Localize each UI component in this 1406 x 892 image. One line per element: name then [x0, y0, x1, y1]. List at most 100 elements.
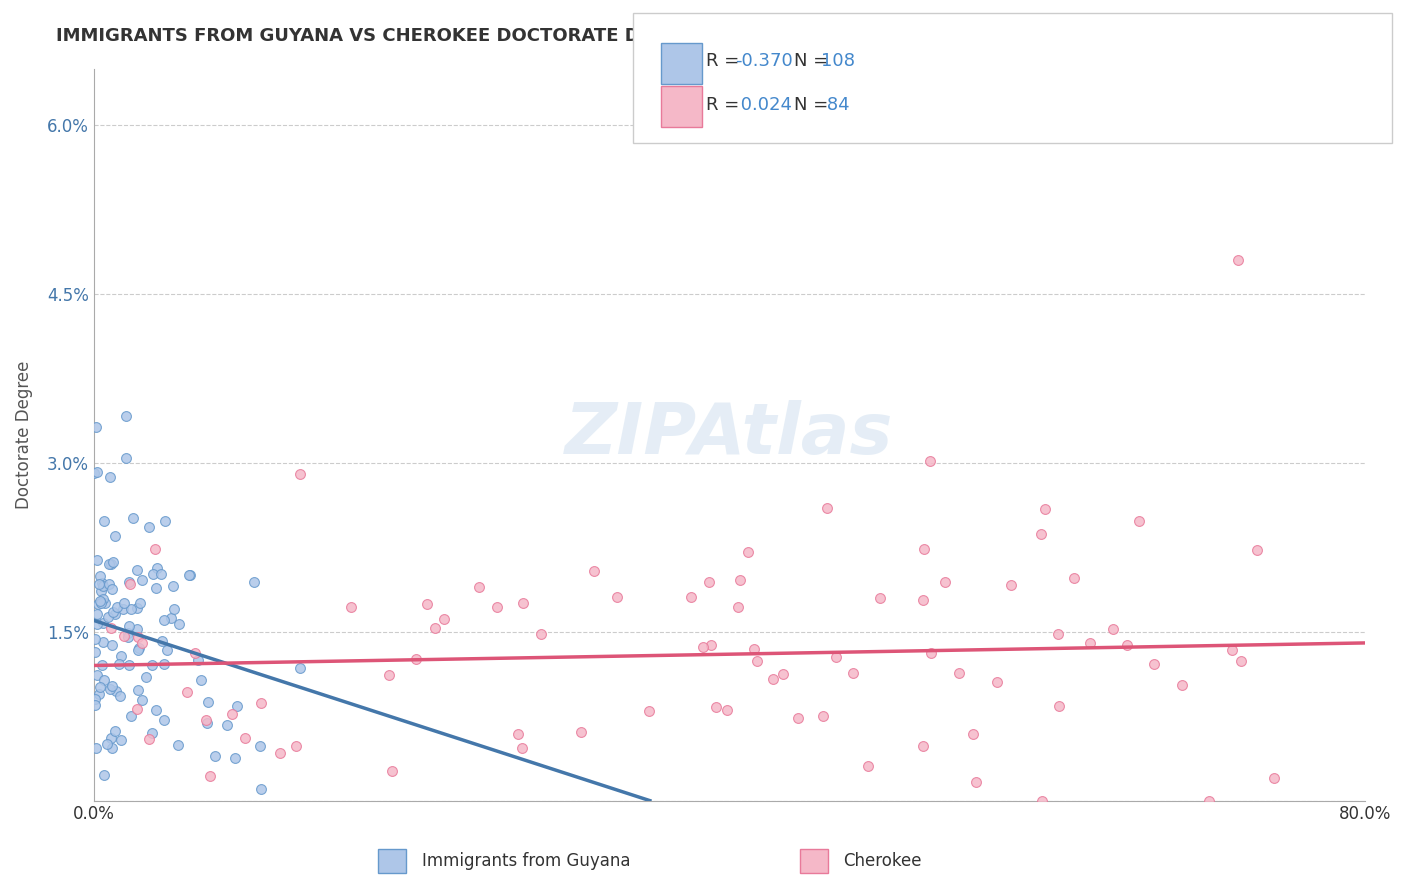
Point — [91, 592, 114, 607]
Point — [697, 575, 720, 590]
Point — [1128, 514, 1150, 528]
Point — [948, 665, 970, 680]
Text: Immigrants from Guyana: Immigrants from Guyana — [422, 852, 630, 870]
Text: Cherokee: Cherokee — [844, 852, 922, 870]
Point — [762, 672, 785, 686]
Point — [153, 514, 176, 528]
Point — [96, 737, 118, 751]
Point — [84, 420, 107, 434]
Point — [93, 673, 115, 687]
Point — [160, 611, 183, 625]
Point — [101, 555, 124, 569]
Point — [1230, 654, 1253, 668]
Point — [93, 579, 115, 593]
Point — [425, 622, 447, 636]
Point — [120, 577, 142, 591]
Point — [1063, 571, 1085, 585]
Point — [163, 601, 186, 615]
Point — [190, 673, 212, 687]
Point — [290, 467, 312, 481]
Point — [416, 597, 439, 611]
Point — [153, 713, 176, 727]
Point — [98, 681, 121, 696]
Point — [93, 768, 115, 782]
Point — [84, 692, 107, 706]
Point — [145, 582, 167, 596]
Point — [179, 567, 201, 582]
Point — [127, 630, 149, 644]
Point — [143, 542, 166, 557]
Point — [97, 610, 120, 624]
Point — [730, 573, 752, 587]
Point — [101, 605, 124, 619]
Point — [90, 596, 112, 610]
Point — [121, 709, 143, 723]
Point — [224, 751, 246, 765]
Point — [637, 704, 659, 718]
Point — [129, 596, 152, 610]
Point — [101, 679, 124, 693]
Point — [786, 711, 808, 725]
Point — [506, 727, 529, 741]
Point — [125, 702, 148, 716]
Point — [1171, 678, 1194, 692]
Point — [112, 596, 135, 610]
Point — [135, 670, 157, 684]
Point — [912, 739, 935, 753]
Point — [1263, 771, 1285, 785]
Point — [118, 657, 141, 672]
Point — [117, 630, 139, 644]
Point — [89, 593, 111, 607]
Point — [105, 684, 128, 698]
Point — [138, 731, 160, 746]
Point — [249, 782, 271, 797]
Point — [89, 569, 111, 583]
Point — [197, 694, 219, 708]
Point — [117, 626, 139, 640]
Point — [1000, 578, 1022, 592]
Point — [115, 409, 138, 424]
Point — [249, 739, 271, 753]
Point — [90, 583, 112, 598]
Point — [84, 698, 107, 713]
Point — [100, 741, 122, 756]
Point — [166, 738, 188, 752]
Point — [378, 667, 401, 681]
Point — [1220, 643, 1243, 657]
Point — [131, 636, 153, 650]
Point — [86, 607, 108, 621]
Point — [145, 703, 167, 717]
Point — [858, 759, 880, 773]
Point — [110, 648, 132, 663]
Point — [485, 599, 508, 614]
Point — [86, 617, 108, 632]
Point — [184, 647, 207, 661]
Point — [912, 593, 935, 607]
Point — [195, 716, 218, 731]
Point — [1116, 638, 1139, 652]
Point — [162, 579, 184, 593]
Point — [920, 454, 942, 468]
Point — [512, 596, 534, 610]
Point — [1047, 627, 1070, 641]
Point — [1033, 502, 1056, 516]
Point — [217, 718, 239, 732]
Point — [104, 724, 127, 739]
Point — [83, 467, 105, 481]
Point — [934, 575, 956, 590]
Point — [1078, 635, 1101, 649]
Point — [120, 602, 142, 616]
Point — [249, 696, 271, 710]
Point — [1031, 794, 1053, 808]
Point — [962, 727, 984, 741]
Point — [141, 726, 163, 740]
Point — [582, 564, 605, 578]
Point — [381, 764, 404, 778]
Point — [104, 529, 127, 543]
Point — [772, 667, 794, 681]
Text: Source: ZipAtlas.com: Source: ZipAtlas.com — [1216, 27, 1364, 41]
Point — [86, 668, 108, 682]
Point — [149, 567, 172, 582]
Point — [290, 661, 312, 675]
Point — [127, 642, 149, 657]
